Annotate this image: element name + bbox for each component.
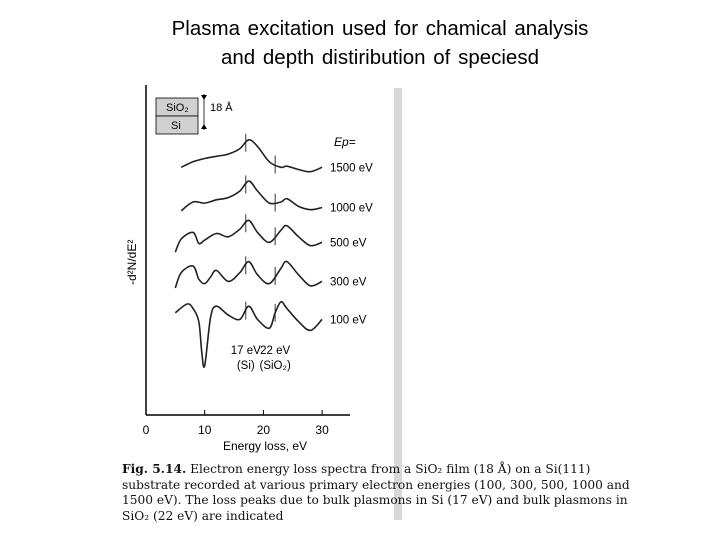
series-line-1500-ev [180,138,323,173]
ticks-layer: 0 10 20 30 [143,410,329,437]
scan-edge-strip [394,88,402,520]
y-axis-label: -d²N/dE² [125,240,139,285]
layer-inset: SiO₂ Si 18 Å [155,94,233,135]
figure: -d²N/dE² Energy loss, eV Ep= SiO₂ Si 18 … [110,80,430,465]
eels-chart: -d²N/dE² Energy loss, eV Ep= SiO₂ Si 18 … [125,85,373,453]
x-axis-label: Energy loss, eV [223,439,307,453]
series-label: 100 eV [330,314,367,326]
series-layer: 1500 eV 1000 eV 500 eV 300 eV 100 eV [174,133,373,368]
series-label: 500 eV [330,237,367,249]
inset-arrow-up [201,95,207,100]
annotation-energy-label: 22 eV [260,345,290,357]
series-line-500-ev [174,219,323,253]
inset-thickness-label: 18 Å [210,101,233,114]
legend-title: Ep= [334,135,356,149]
x-tick-label: 30 [315,423,329,437]
x-tick-label: 20 [257,423,271,437]
inset-si-layer [155,115,199,135]
caption-label: Fig. 5.14. [122,462,187,476]
slide-title: Plasma excitation used for chamical anal… [110,14,650,72]
series-label: 300 eV [330,276,367,288]
slide-title-line2: and depth distiribution of speciesd [221,46,539,69]
x-tick-label: 0 [143,423,150,437]
series-line-1000-ev [180,180,323,212]
inset-sio2-label: SiO₂ [166,102,189,114]
series-label: 1500 eV [330,162,373,174]
annotations-layer: 17 eV (Si) 22 eV (SiO₂) [231,345,291,372]
annotation-species-label: (SiO₂) [259,360,290,372]
annotation-energy-label: 17 eV [231,345,261,357]
series-line-300-ev [174,260,323,289]
x-tick-label: 10 [198,423,212,437]
caption-text: Electron energy loss spectra from a SiO₂… [122,462,630,523]
series-line-100-ev [174,300,323,368]
figure-caption: Fig. 5.14. Electron energy loss spectra … [122,462,642,524]
inset-si-label: Si [171,120,181,132]
annotation-species-label: (Si) [237,360,255,372]
inset-arrow-down [201,124,207,129]
slide-title-line1: Plasma excitation used for chamical anal… [171,17,589,40]
series-label: 1000 eV [330,203,373,215]
